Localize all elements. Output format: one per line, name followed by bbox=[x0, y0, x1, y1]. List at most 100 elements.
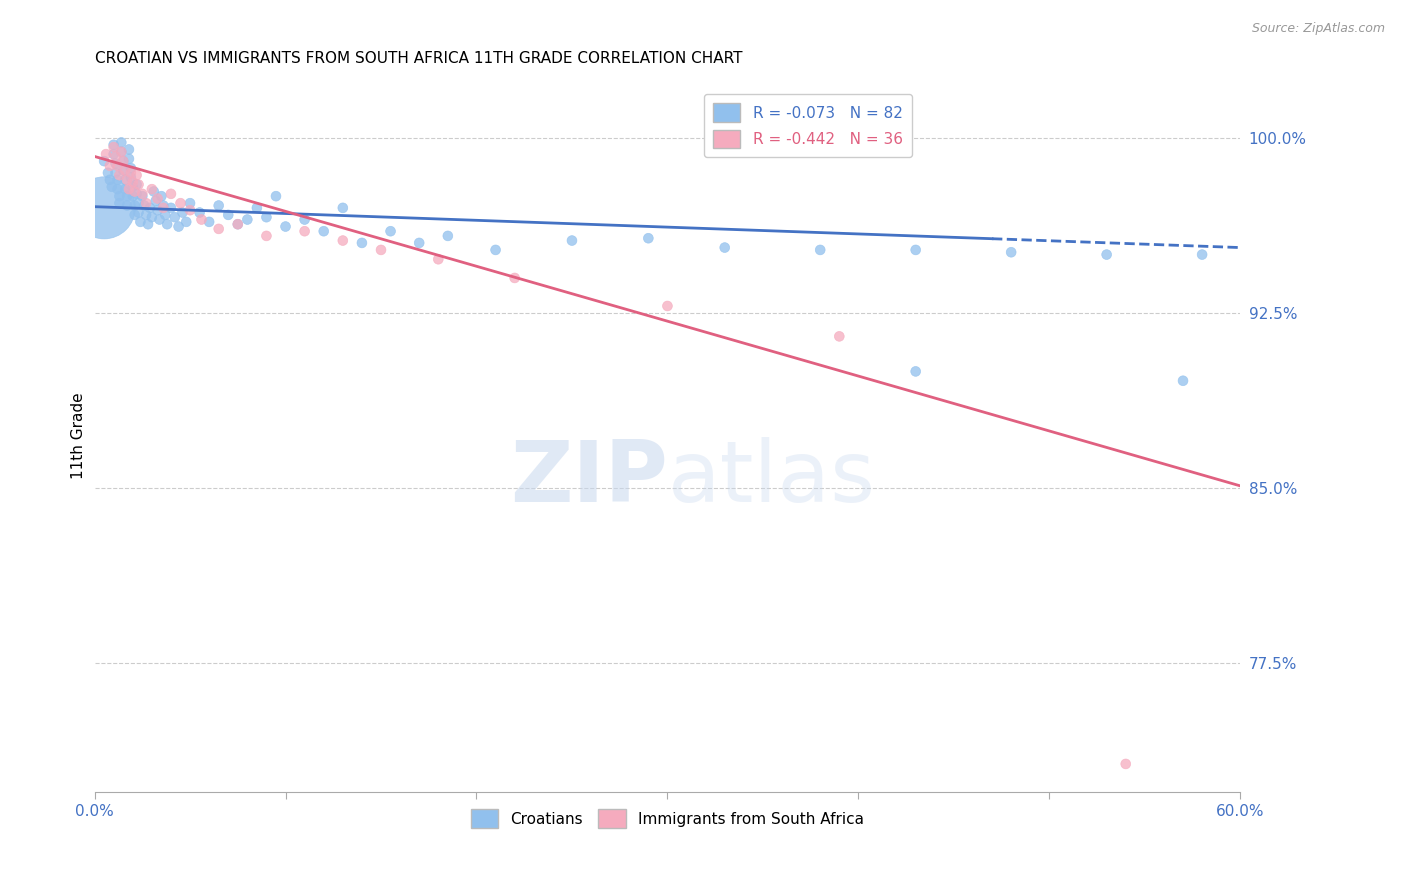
Point bbox=[172, 205, 194, 219]
Point bbox=[121, 189, 143, 203]
Point bbox=[104, 166, 127, 180]
Point bbox=[142, 185, 165, 199]
Point bbox=[131, 189, 153, 203]
Point bbox=[163, 210, 186, 224]
Point bbox=[97, 166, 120, 180]
Point bbox=[108, 189, 131, 203]
Point bbox=[136, 217, 159, 231]
Point bbox=[208, 222, 231, 236]
Point bbox=[135, 208, 157, 222]
Point bbox=[657, 299, 679, 313]
Point bbox=[114, 173, 136, 187]
Point bbox=[141, 182, 163, 196]
Point bbox=[120, 166, 142, 180]
Text: CROATIAN VS IMMIGRANTS FROM SOUTH AFRICA 11TH GRADE CORRELATION CHART: CROATIAN VS IMMIGRANTS FROM SOUTH AFRICA… bbox=[94, 51, 742, 66]
Point bbox=[169, 196, 191, 211]
Point bbox=[128, 196, 150, 211]
Point bbox=[332, 234, 354, 248]
Point bbox=[484, 243, 506, 257]
Point bbox=[124, 208, 146, 222]
Point bbox=[437, 228, 460, 243]
Point bbox=[107, 159, 129, 173]
Point bbox=[103, 140, 125, 154]
Point bbox=[156, 217, 179, 231]
Point bbox=[120, 170, 142, 185]
Point bbox=[190, 212, 212, 227]
Point bbox=[107, 173, 129, 187]
Point bbox=[179, 196, 201, 211]
Point bbox=[135, 196, 157, 211]
Text: Source: ZipAtlas.com: Source: ZipAtlas.com bbox=[1251, 22, 1385, 36]
Point bbox=[104, 149, 127, 163]
Point bbox=[112, 154, 135, 169]
Point bbox=[108, 168, 131, 182]
Point bbox=[155, 208, 177, 222]
Text: ZIP: ZIP bbox=[510, 437, 668, 520]
Point bbox=[254, 228, 277, 243]
Point bbox=[152, 201, 174, 215]
Point bbox=[1115, 756, 1137, 771]
Point bbox=[503, 271, 526, 285]
Point bbox=[274, 219, 297, 234]
Point bbox=[98, 159, 121, 173]
Point bbox=[115, 189, 138, 203]
Point bbox=[115, 198, 138, 212]
Point bbox=[160, 201, 183, 215]
Point bbox=[100, 179, 122, 194]
Point bbox=[134, 198, 156, 212]
Point bbox=[125, 178, 148, 192]
Point bbox=[380, 224, 402, 238]
Point bbox=[208, 198, 231, 212]
Point bbox=[188, 205, 211, 219]
Point bbox=[246, 201, 269, 215]
Point bbox=[264, 189, 287, 203]
Point bbox=[217, 208, 239, 222]
Point bbox=[112, 154, 135, 169]
Point bbox=[427, 252, 450, 267]
Point bbox=[312, 224, 335, 238]
Point bbox=[112, 163, 135, 178]
Point bbox=[713, 241, 735, 255]
Point bbox=[148, 212, 170, 227]
Point bbox=[150, 189, 173, 203]
Point bbox=[110, 145, 132, 159]
Point bbox=[93, 201, 115, 215]
Text: atlas: atlas bbox=[668, 437, 876, 520]
Point bbox=[110, 136, 132, 150]
Point bbox=[1095, 247, 1118, 261]
Point bbox=[139, 201, 162, 215]
Point bbox=[125, 168, 148, 182]
Point bbox=[637, 231, 659, 245]
Legend: Croatians, Immigrants from South Africa: Croatians, Immigrants from South Africa bbox=[464, 804, 870, 834]
Y-axis label: 11th Grade: 11th Grade bbox=[72, 392, 86, 479]
Point bbox=[114, 182, 136, 196]
Point bbox=[236, 212, 259, 227]
Point bbox=[179, 203, 201, 218]
Point bbox=[1191, 247, 1213, 261]
Point bbox=[146, 192, 169, 206]
Point bbox=[174, 215, 197, 229]
Point bbox=[152, 198, 174, 212]
Point bbox=[808, 243, 831, 257]
Point bbox=[103, 137, 125, 152]
Point bbox=[198, 215, 221, 229]
Point bbox=[294, 212, 316, 227]
Point bbox=[118, 143, 141, 157]
Point bbox=[904, 364, 927, 378]
Point bbox=[104, 156, 127, 170]
Point bbox=[561, 234, 583, 248]
Point bbox=[828, 329, 851, 343]
Point bbox=[128, 205, 150, 219]
Point bbox=[125, 186, 148, 201]
Point bbox=[131, 186, 153, 201]
Point bbox=[129, 215, 152, 229]
Point bbox=[108, 196, 131, 211]
Point bbox=[93, 154, 115, 169]
Point bbox=[124, 198, 146, 212]
Point bbox=[121, 179, 143, 194]
Point bbox=[1000, 245, 1022, 260]
Point bbox=[107, 182, 129, 196]
Point bbox=[121, 175, 143, 189]
Point bbox=[294, 224, 316, 238]
Point bbox=[226, 217, 249, 231]
